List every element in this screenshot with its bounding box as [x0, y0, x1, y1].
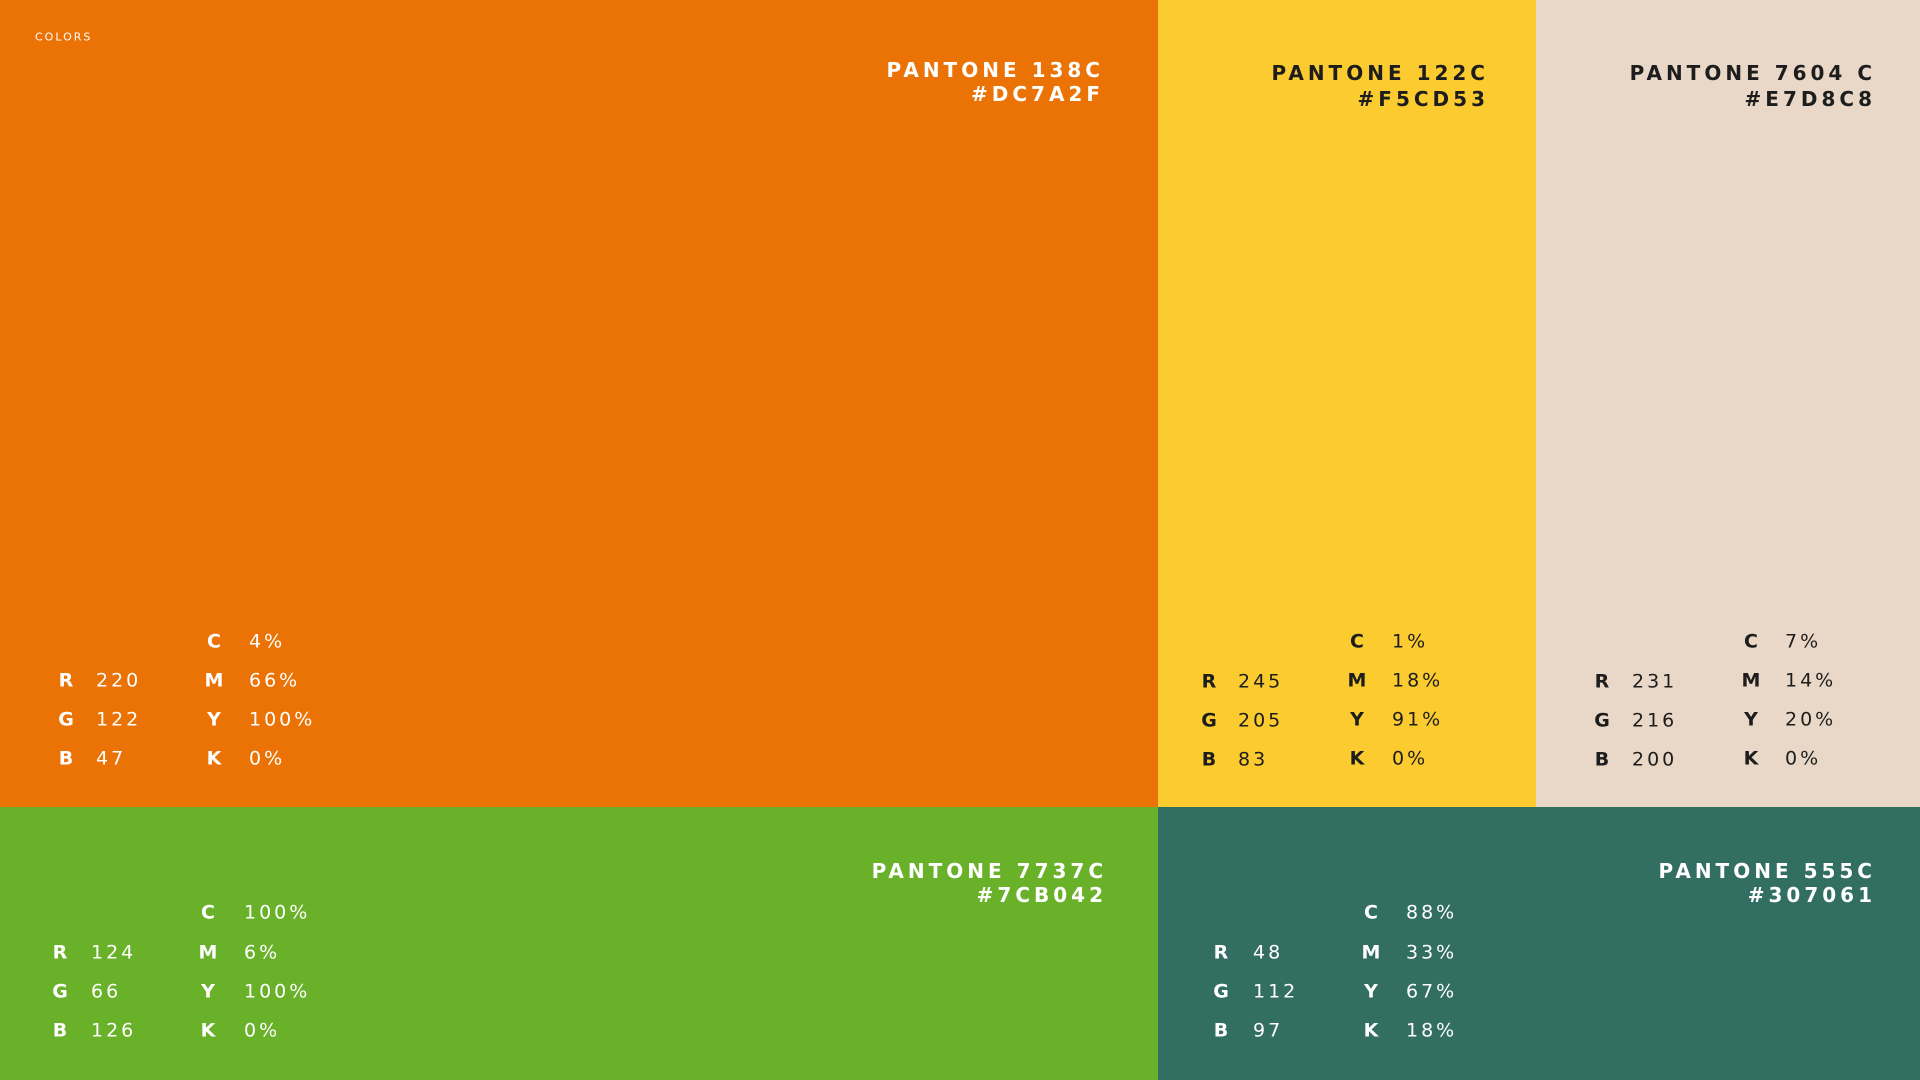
- color-swatch: [0, 0, 1158, 807]
- cmyk-label: K: [1349, 747, 1365, 770]
- rgb-value: 220: [96, 669, 142, 692]
- cmyk-value: 0%: [1392, 747, 1429, 770]
- pantone-name: PANTONE 138C: [886, 58, 1104, 82]
- hex-code: #E7D8C8: [1744, 87, 1876, 111]
- rgb-label: R: [1213, 941, 1229, 964]
- cmyk-value: 100%: [244, 901, 311, 924]
- hex-code: #F5CD53: [1357, 87, 1489, 111]
- cmyk-label: M: [204, 669, 224, 692]
- color-swatch: [1158, 807, 1920, 1080]
- rgb-label: B: [58, 747, 74, 770]
- pantone-name: PANTONE 7604 C: [1629, 61, 1876, 85]
- cmyk-label: M: [1347, 669, 1367, 692]
- cmyk-value: 7%: [1785, 630, 1822, 653]
- cmyk-label: K: [1363, 1019, 1379, 1042]
- rgb-label: R: [1594, 670, 1610, 693]
- rgb-value: 245: [1238, 670, 1284, 693]
- rgb-label: B: [1594, 748, 1610, 771]
- pantone-name: PANTONE 555C: [1658, 859, 1876, 883]
- cmyk-value: 91%: [1392, 708, 1444, 731]
- cmyk-value: 33%: [1406, 941, 1458, 964]
- rgb-label: R: [1201, 670, 1217, 693]
- cmyk-label: M: [1741, 669, 1761, 692]
- rgb-label: B: [52, 1019, 68, 1042]
- rgb-label: B: [1213, 1019, 1229, 1042]
- cmyk-label: Y: [1350, 708, 1364, 731]
- cmyk-value: 0%: [244, 1019, 281, 1042]
- color-swatch: [1158, 0, 1536, 807]
- cmyk-label: C: [201, 901, 215, 924]
- rgb-value: 205: [1238, 709, 1284, 732]
- cmyk-label: C: [1364, 901, 1378, 924]
- cmyk-value: 88%: [1406, 901, 1458, 924]
- cmyk-value: 4%: [249, 630, 286, 653]
- cmyk-label: C: [207, 630, 221, 653]
- rgb-value: 112: [1253, 980, 1299, 1003]
- cmyk-label: Y: [207, 708, 221, 731]
- pantone-name: PANTONE 7737C: [871, 859, 1107, 883]
- rgb-value: 83: [1238, 748, 1269, 771]
- cmyk-value: 18%: [1406, 1019, 1458, 1042]
- rgb-label: G: [1594, 709, 1610, 732]
- cmyk-value: 6%: [244, 941, 281, 964]
- page-title: COLORS: [35, 30, 93, 44]
- rgb-value: 47: [96, 747, 127, 770]
- cmyk-value: 66%: [249, 669, 301, 692]
- cmyk-value: 0%: [249, 747, 286, 770]
- hex-code: #307061: [1747, 883, 1876, 907]
- rgb-value: 124: [91, 941, 137, 964]
- rgb-label: G: [1201, 709, 1217, 732]
- cmyk-value: 100%: [249, 708, 316, 731]
- cmyk-label: K: [1743, 747, 1759, 770]
- rgb-value: 231: [1632, 670, 1678, 693]
- cmyk-label: Y: [1744, 708, 1758, 731]
- rgb-value: 216: [1632, 709, 1678, 732]
- cmyk-value: 100%: [244, 980, 311, 1003]
- hex-code: #7CB042: [976, 883, 1107, 907]
- cmyk-label: Y: [201, 980, 215, 1003]
- cmyk-label: C: [1350, 630, 1364, 653]
- rgb-label: G: [1213, 980, 1229, 1003]
- rgb-value: 97: [1253, 1019, 1284, 1042]
- cmyk-label: K: [200, 1019, 216, 1042]
- cmyk-value: 67%: [1406, 980, 1458, 1003]
- rgb-value: 48: [1253, 941, 1284, 964]
- color-swatch: [1536, 0, 1920, 807]
- hex-code: #DC7A2F: [970, 82, 1104, 106]
- rgb-value: 200: [1632, 748, 1678, 771]
- rgb-label: R: [58, 669, 74, 692]
- rgb-label: G: [52, 980, 68, 1003]
- cmyk-value: 0%: [1785, 747, 1822, 770]
- cmyk-label: M: [198, 941, 218, 964]
- cmyk-value: 1%: [1392, 630, 1429, 653]
- rgb-label: B: [1201, 748, 1217, 771]
- cmyk-label: M: [1361, 941, 1381, 964]
- cmyk-value: 18%: [1392, 669, 1444, 692]
- cmyk-label: K: [206, 747, 222, 770]
- rgb-value: 66: [91, 980, 122, 1003]
- pantone-name: PANTONE 122C: [1271, 61, 1489, 85]
- cmyk-label: C: [1744, 630, 1758, 653]
- rgb-value: 126: [91, 1019, 137, 1042]
- rgb-label: R: [52, 941, 68, 964]
- cmyk-value: 14%: [1785, 669, 1837, 692]
- cmyk-label: Y: [1364, 980, 1378, 1003]
- cmyk-value: 20%: [1785, 708, 1837, 731]
- rgb-label: G: [58, 708, 74, 731]
- color-swatch: [0, 807, 1158, 1080]
- rgb-value: 122: [96, 708, 142, 731]
